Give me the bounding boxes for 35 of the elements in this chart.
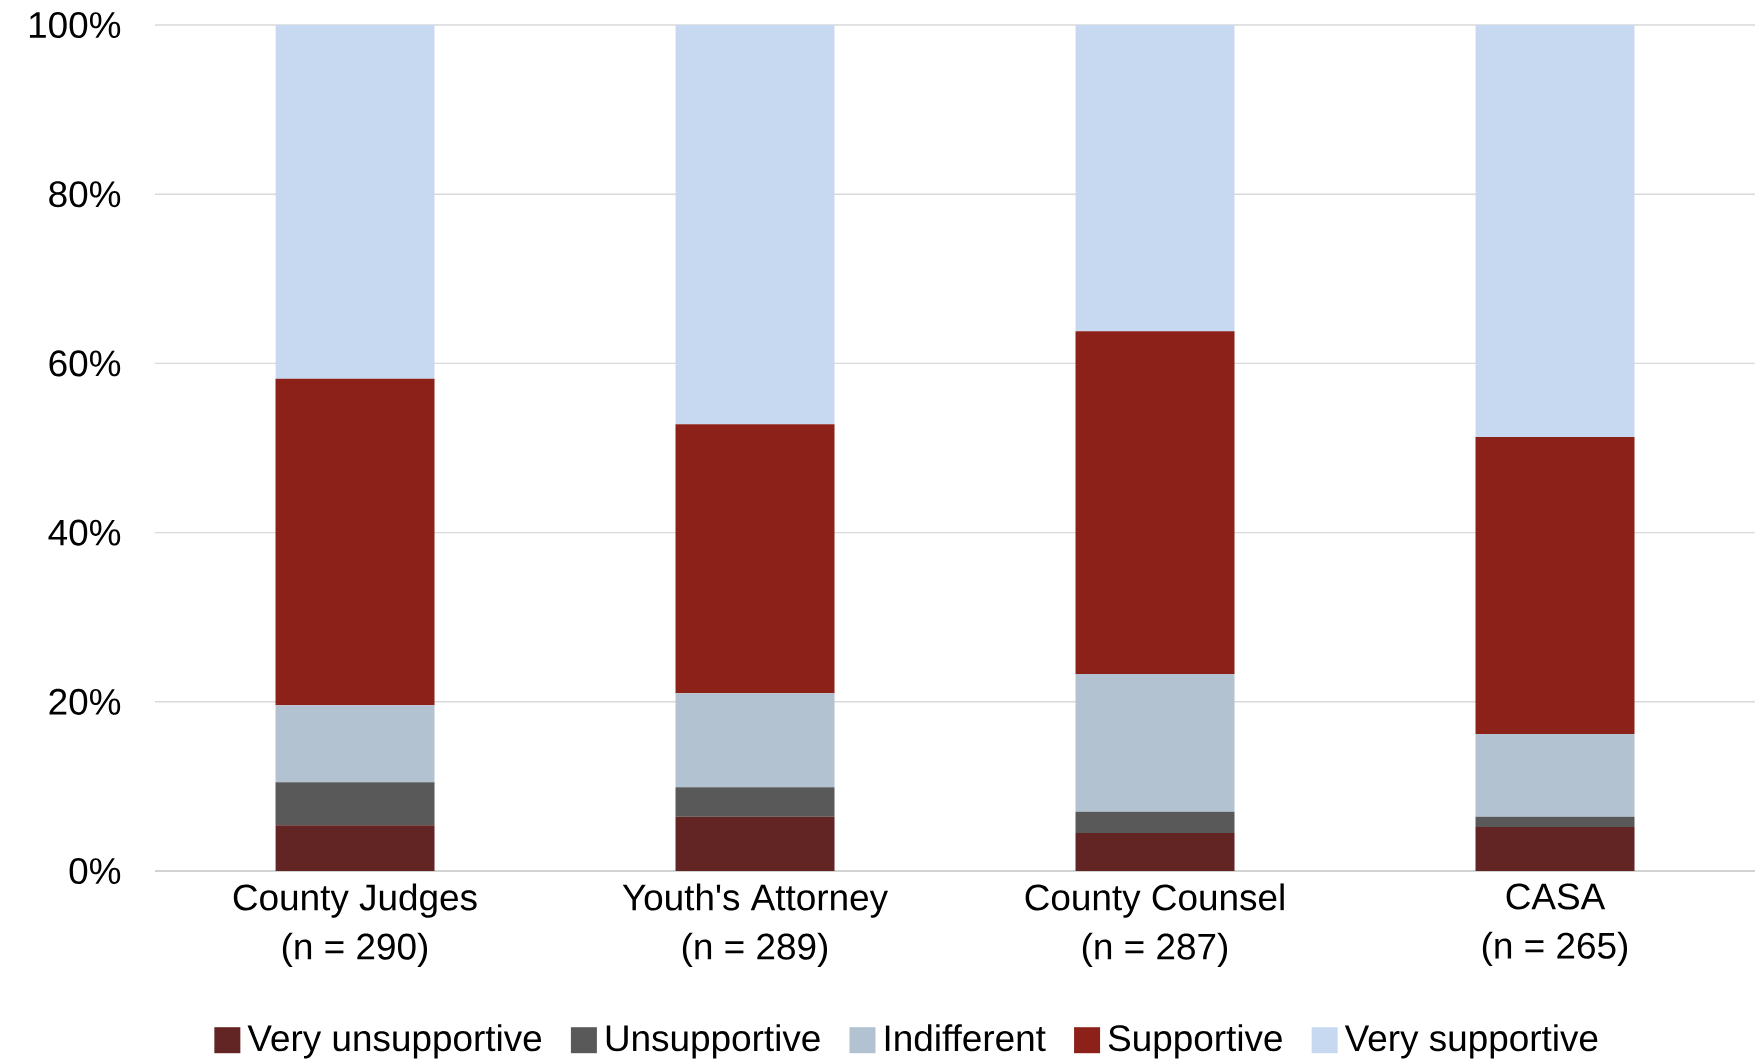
bar xyxy=(1075,331,1235,674)
bar xyxy=(1475,25,1635,437)
bar xyxy=(275,705,435,783)
bar xyxy=(1475,733,1635,817)
y-tick-label: 80% xyxy=(49,181,121,208)
y-tick-label: 0% xyxy=(69,857,121,885)
bar xyxy=(675,693,835,788)
legend-label: Very unsupportive xyxy=(247,1024,542,1059)
bar xyxy=(675,816,835,872)
bar xyxy=(275,378,435,706)
x-tick-label: County Judges (n = 290) xyxy=(233,883,477,968)
bar xyxy=(1475,827,1635,872)
bar xyxy=(1475,816,1635,828)
legend-label: Very supportive xyxy=(1344,1024,1598,1059)
bar xyxy=(675,424,835,694)
legend-label: Unsupportive xyxy=(606,1024,820,1059)
x-tick-label: CASA (n = 265) xyxy=(1482,883,1628,967)
bar xyxy=(275,825,435,872)
legend-label: Supportive xyxy=(1108,1024,1282,1059)
y-tick-label: 40% xyxy=(48,519,121,546)
bar xyxy=(1075,832,1235,872)
y-tick-label: 60% xyxy=(49,350,121,377)
bar xyxy=(1075,25,1235,332)
bar xyxy=(275,25,435,379)
bar xyxy=(1075,811,1235,833)
x-tick-label: Youth's Attorney (n = 289) xyxy=(622,883,888,968)
bar xyxy=(275,782,435,826)
bar xyxy=(1475,437,1635,734)
y-tick-label: 100% xyxy=(29,11,121,39)
legend-label: Indifferent xyxy=(885,1024,1046,1052)
bar xyxy=(675,787,835,817)
bar xyxy=(675,25,835,425)
y-tick-label: 20% xyxy=(49,688,121,715)
x-tick-label: County Counsel (n = 287) xyxy=(1025,883,1284,968)
bar xyxy=(1075,673,1235,812)
